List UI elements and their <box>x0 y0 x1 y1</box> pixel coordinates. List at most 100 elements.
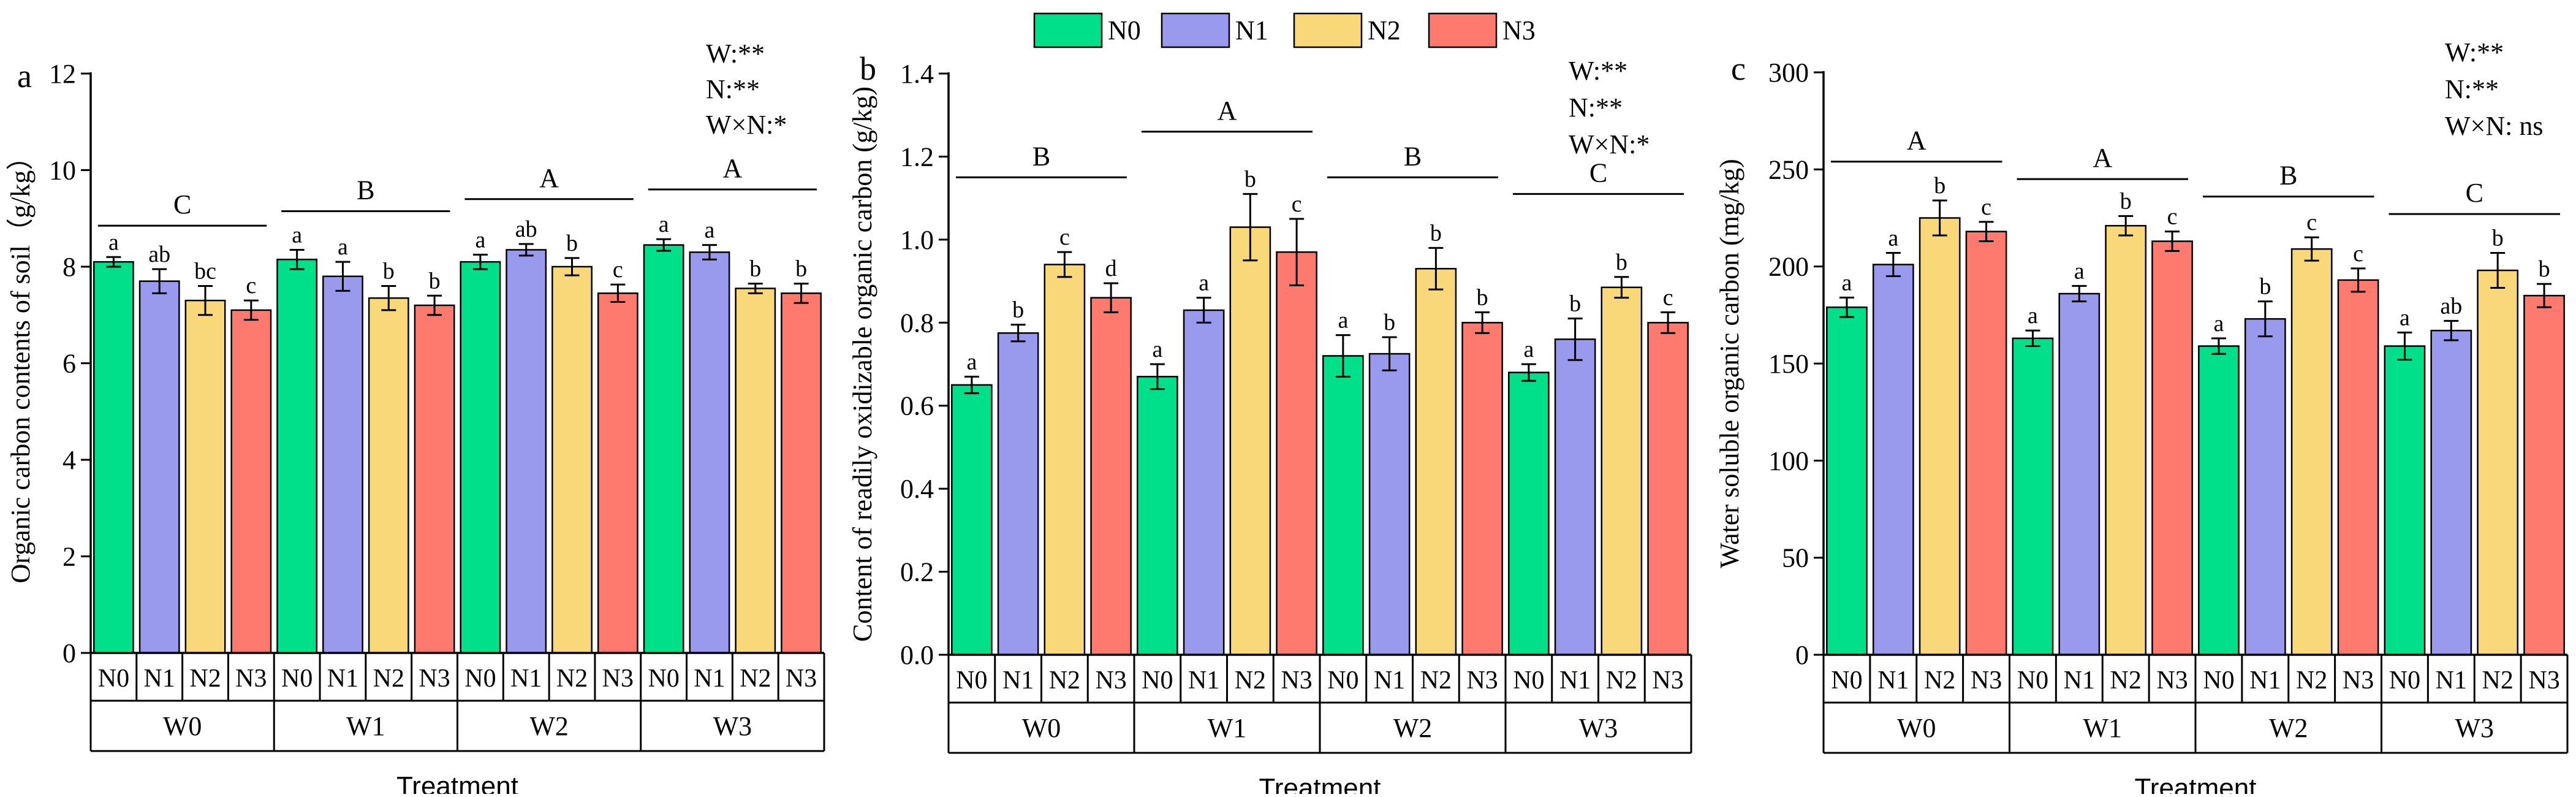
bar-w0-n3 <box>1965 231 2007 656</box>
group-label: W1 <box>1208 713 1247 743</box>
x-tick-label: N0 <box>1142 666 1173 695</box>
significance-letter: ab <box>2440 293 2462 319</box>
panel-letter: a <box>17 58 32 94</box>
group-label: W3 <box>1579 713 1618 743</box>
bar-w2-n3 <box>2337 279 2379 656</box>
bar-w3-n1 <box>689 251 730 654</box>
significance-letter: a <box>1842 270 1852 296</box>
significance-letter: a <box>108 229 119 255</box>
x-axis-label: Treatment <box>396 771 518 794</box>
y-tick-label: 200 <box>1768 252 1809 282</box>
bar-w3-n0 <box>2384 345 2426 656</box>
bar-w0-n3 <box>230 309 272 654</box>
bar-w1-n3 <box>1276 251 1317 656</box>
x-tick-label: N0 <box>464 665 496 693</box>
x-tick-label: N2 <box>1049 666 1080 695</box>
group-letter: C <box>1589 158 1607 188</box>
x-tick-label: N2 <box>373 665 404 693</box>
group-label: W0 <box>163 711 202 741</box>
y-tick-label: 4 <box>63 445 76 475</box>
x-tick-label: N3 <box>1095 666 1126 695</box>
x-axis-label: Treatment <box>1259 773 1381 794</box>
bar-w3-n2 <box>1601 286 1643 656</box>
significance-letter: b <box>795 256 807 282</box>
stat-annotation: W:** <box>706 39 765 69</box>
bar-w1-n1 <box>1183 309 1225 656</box>
x-tick-label: N1 <box>144 665 175 693</box>
bar-w1-n2 <box>368 297 409 654</box>
y-tick-label: 50 <box>1782 543 1809 573</box>
bar-w3-n1 <box>1554 338 1596 656</box>
legend-swatch-n2 <box>1293 12 1363 48</box>
significance-letter: b <box>1477 284 1488 310</box>
group-letter: A <box>722 153 742 183</box>
significance-letter: c <box>246 273 256 299</box>
y-tick-label: 0 <box>63 638 76 668</box>
x-axis-label: Treatment <box>2135 773 2257 794</box>
x-tick-label: N2 <box>189 665 221 693</box>
bar-w2-n1 <box>1368 353 1411 656</box>
significance-letter: c <box>1059 224 1070 250</box>
significance-letter: c <box>613 257 623 283</box>
x-tick-label: N2 <box>1420 666 1452 695</box>
bar-w1-n1 <box>2058 292 2101 656</box>
stat-annotation: W:** <box>1569 56 1627 86</box>
bar-w2-n3 <box>597 292 638 654</box>
stat-annotation: W×N:* <box>1569 129 1650 159</box>
group-letter: A <box>2093 143 2112 173</box>
x-tick-label: N2 <box>2482 666 2513 695</box>
x-tick-label: N1 <box>1559 666 1591 695</box>
significance-letter: b <box>1616 250 1627 275</box>
significance-letter: b <box>383 259 395 284</box>
significance-letter: b <box>2539 256 2550 282</box>
x-tick-label: N1 <box>2249 666 2281 695</box>
x-tick-label: N3 <box>1652 666 1683 695</box>
bar-w2-n0 <box>1322 355 1364 656</box>
panel-letter: b <box>860 50 876 87</box>
bar-w3-n3 <box>1647 322 1689 656</box>
x-tick-label: N1 <box>1374 666 1405 695</box>
x-tick-label: N3 <box>235 665 267 693</box>
x-tick-label: N3 <box>1971 666 2002 695</box>
group-label: W2 <box>529 711 569 741</box>
legend-swatch-n3 <box>1428 12 1498 48</box>
bar-w0-n1 <box>997 332 1039 656</box>
significance-letter: a <box>292 222 302 248</box>
bar-w1-n0 <box>1137 376 1178 656</box>
x-tick-label: N3 <box>1281 666 1312 695</box>
significance-letter: a <box>475 227 485 253</box>
panel-c: c Water soluble organic carbon (mg/kg) 0 50… <box>1714 37 2569 797</box>
group-label: W2 <box>1393 713 1433 743</box>
y-tick-label: 1.0 <box>900 225 934 255</box>
group-letter: B <box>1032 141 1050 171</box>
significance-letter: bc <box>194 259 216 284</box>
significance-letter: a <box>966 349 977 375</box>
significance-letter: a <box>2028 303 2038 329</box>
y-tick-label: 1.2 <box>900 142 934 172</box>
bar-w0-n0 <box>951 384 993 656</box>
significance-letter: c <box>1292 191 1302 217</box>
significance-letter: c <box>2353 241 2363 267</box>
bar-w1-n1 <box>322 275 363 654</box>
significance-letter: b <box>2492 226 2504 251</box>
y-tick-label: 0.4 <box>900 474 934 504</box>
x-tick-label: N3 <box>2156 666 2188 695</box>
x-tick-label: N2 <box>740 665 771 693</box>
group-label: W0 <box>1022 713 1061 743</box>
x-tick-label: N0 <box>648 665 679 693</box>
significance-letter: a <box>1152 337 1162 362</box>
bar-w0-n1 <box>1872 264 1914 656</box>
y-tick-label: 0.8 <box>900 308 934 338</box>
stat-annotation: W×N: ns <box>2445 111 2543 141</box>
y-tick-label: 0.2 <box>900 557 934 587</box>
significance-letter: b <box>1384 310 1395 335</box>
bar-w3-n3 <box>781 292 822 654</box>
y-tick-label: 0.6 <box>900 391 934 421</box>
legend-label-n2: N2 <box>1368 15 1401 45</box>
significance-letter: b <box>1244 166 1256 192</box>
x-tick-label: N2 <box>2110 666 2142 695</box>
significance-letter: a <box>2400 305 2410 330</box>
x-tick-label: N1 <box>2436 666 2467 695</box>
legend-swatch-n1 <box>1161 12 1230 48</box>
significance-letter: b <box>1430 220 1442 246</box>
